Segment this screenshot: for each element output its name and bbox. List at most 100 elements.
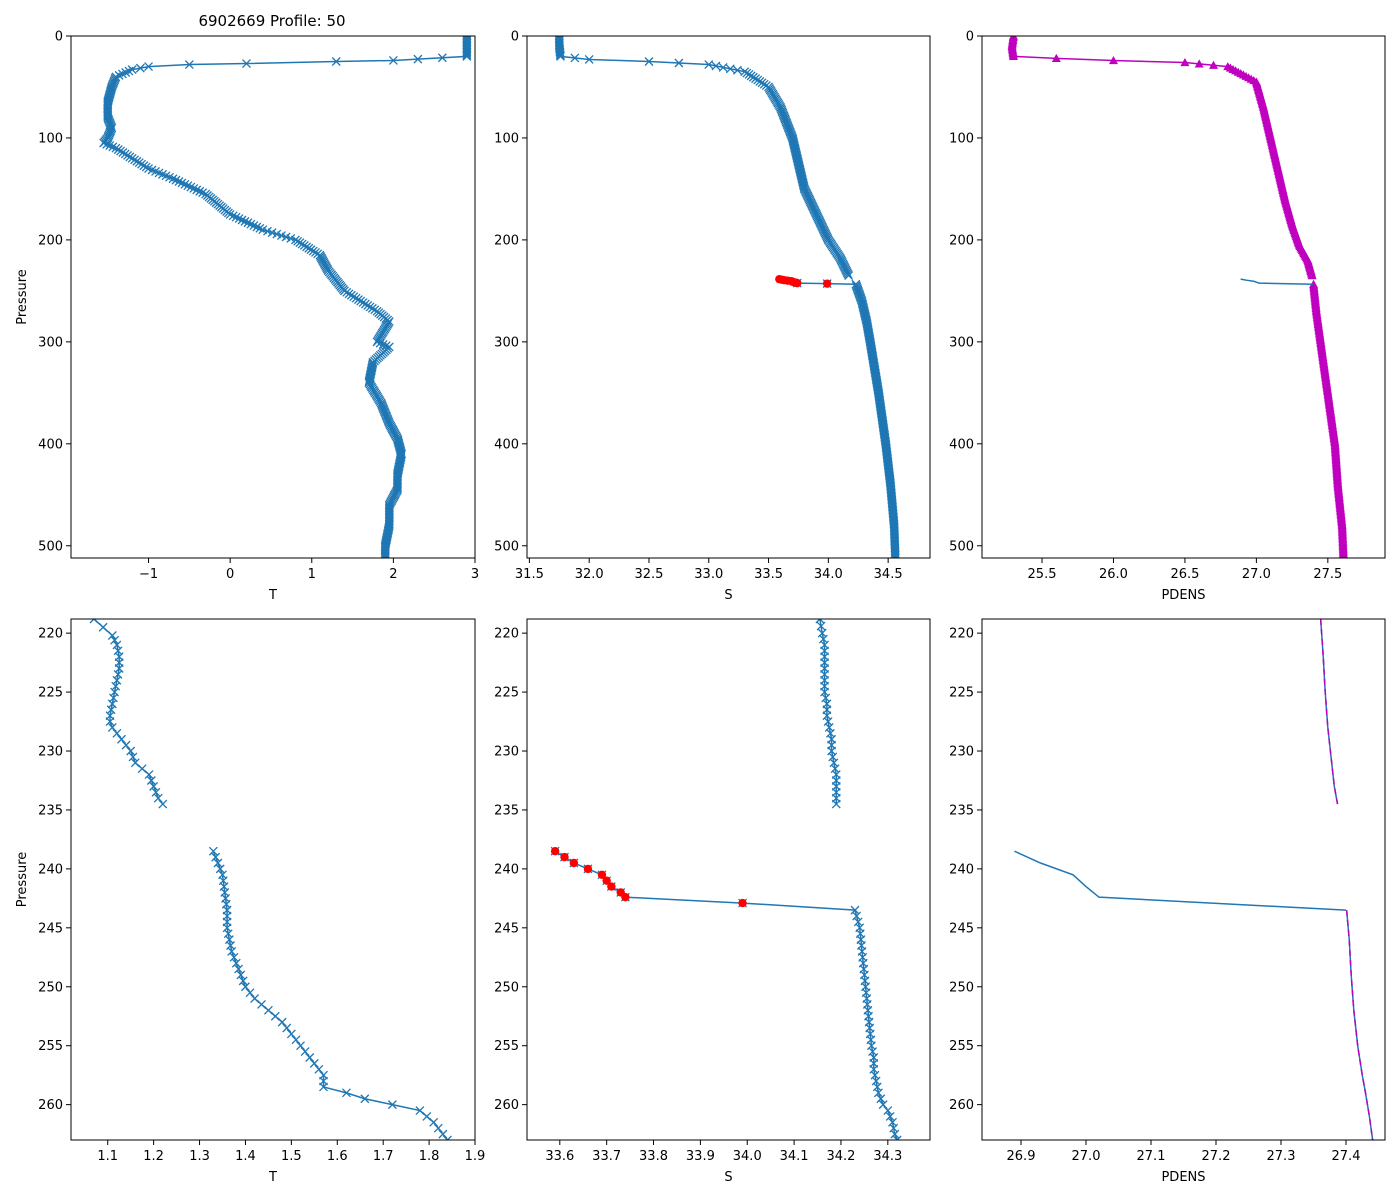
series-line: [1345, 910, 1374, 1140]
y-tick-label: 245: [38, 921, 63, 936]
data-point: [144, 770, 154, 780]
data-point: [192, 185, 202, 195]
y-tick-label: 235: [949, 803, 974, 818]
y-tick-label: 100: [949, 131, 974, 146]
data-point: [644, 57, 654, 66]
data-point: [462, 47, 472, 57]
y-tick-label: 235: [494, 803, 519, 818]
series-line-dashed: [1345, 910, 1374, 1140]
data-point: [250, 994, 260, 1004]
flagged-point: [793, 278, 802, 288]
data-point: [718, 62, 728, 72]
data-point: [844, 271, 854, 281]
series-line: [1014, 850, 1347, 911]
x-tick-label: 1.1: [97, 1149, 118, 1164]
data-point: [711, 61, 721, 71]
series-pdens-segment-1: [1319, 619, 1339, 805]
series-s: [554, 36, 854, 281]
y-tick-label: 225: [494, 686, 519, 701]
data-point: [319, 1082, 328, 1092]
data-point: [831, 799, 841, 809]
data-point: [380, 549, 390, 558]
y-tick-label: 0: [55, 30, 63, 45]
data-point: [186, 182, 196, 192]
y-tick-label: 300: [38, 335, 63, 350]
data-point: [890, 553, 900, 558]
data-point: [433, 1123, 443, 1133]
data-point: [183, 181, 193, 191]
data-point: [249, 221, 259, 230]
x-tick-label: 27.3: [1267, 1149, 1296, 1164]
data-point: [1180, 58, 1190, 67]
flagged-point: [602, 876, 611, 885]
y-tick-label: 250: [38, 980, 63, 995]
data-point: [286, 1029, 296, 1039]
data-point: [195, 186, 205, 196]
data-point: [890, 549, 900, 558]
data-point: [177, 178, 187, 188]
data-point: [171, 175, 181, 185]
data-point: [236, 970, 246, 980]
data-point: [231, 212, 241, 222]
figure-title: 6902669 Profile: 50: [198, 12, 345, 30]
data-point: [126, 746, 136, 756]
data-point: [291, 1035, 301, 1045]
data-point: [733, 65, 742, 75]
x-tick-label: 34.1: [780, 1149, 809, 1164]
data-point: [184, 60, 194, 70]
data-point: [1108, 55, 1118, 65]
x-tick-label: 2: [389, 567, 397, 582]
series-line: [554, 850, 898, 1140]
data-point: [229, 952, 239, 962]
y-tick-label: 400: [494, 437, 519, 452]
x-tick-label: 1.9: [465, 1149, 486, 1164]
data-point: [462, 49, 472, 58]
x-axis-label: S: [724, 1170, 732, 1185]
y-tick-label: 260: [949, 1098, 974, 1113]
data-point: [674, 58, 684, 68]
data-point: [117, 734, 126, 744]
data-point: [98, 622, 108, 632]
x-tick-label: 1.7: [373, 1149, 394, 1164]
panel-bottom-right: 26.9 27.0 27.1 27.2 27.3 27.4 220 225 230 235 240 2…: [949, 618, 1386, 1185]
x-tick-label: 33.7: [592, 1149, 621, 1164]
y-tick-label: 255: [38, 1039, 63, 1054]
data-point: [422, 1111, 432, 1121]
data-point: [228, 211, 238, 221]
flagged-point: [607, 882, 616, 891]
axes-frame: [526, 35, 931, 559]
data-point: [252, 222, 262, 232]
data-point: [213, 858, 223, 868]
data-point: [555, 50, 565, 60]
data-point: [876, 1094, 886, 1104]
flagged-point: [738, 898, 747, 908]
series-flagged: [550, 847, 747, 908]
y-tick-label: 300: [494, 335, 519, 350]
data-point: [128, 752, 138, 762]
data-point: [360, 1094, 370, 1104]
x-tick-label: 27.5: [1313, 567, 1342, 582]
x-tick-label: 31.5: [515, 567, 544, 582]
x-tick-label: 1.8: [419, 1149, 440, 1164]
data-point: [1051, 53, 1061, 63]
data-point: [890, 552, 900, 558]
axes-frame: [70, 618, 476, 1141]
data-point: [341, 1088, 351, 1098]
y-tick-label: 240: [949, 862, 974, 877]
data-point: [198, 188, 208, 198]
data-point: [442, 1135, 452, 1140]
y-tick-label: 220: [494, 627, 519, 642]
y-tick-label: 235: [38, 803, 63, 818]
data-point: [885, 1111, 895, 1121]
data-point: [105, 717, 115, 727]
data-point: [853, 917, 863, 927]
x-axis-label: PDENS: [1161, 588, 1205, 603]
data-point: [1341, 553, 1347, 558]
x-axis-label: T: [268, 588, 277, 603]
y-tick-label: 300: [949, 335, 974, 350]
data-point: [816, 621, 826, 631]
series-pdens-segment-2: [1345, 910, 1374, 1140]
data-point: [108, 142, 118, 152]
y-tick-label: 230: [949, 745, 974, 760]
data-point: [380, 553, 390, 558]
